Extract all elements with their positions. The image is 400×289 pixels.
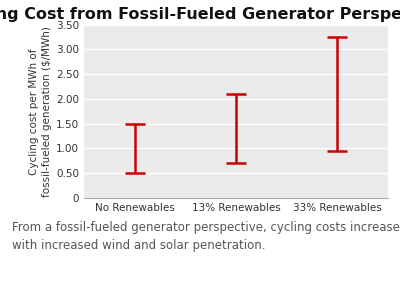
Text: Cycling Cost from Fossil-Fueled Generator Perspective: Cycling Cost from Fossil-Fueled Generato…	[0, 7, 400, 22]
Y-axis label: Cycling cost per MWh of
fossil-fueled generation ($/MWh): Cycling cost per MWh of fossil-fueled ge…	[29, 26, 52, 197]
Text: From a fossil-fueled generator perspective, cycling costs increase
with increase: From a fossil-fueled generator perspecti…	[12, 221, 400, 253]
